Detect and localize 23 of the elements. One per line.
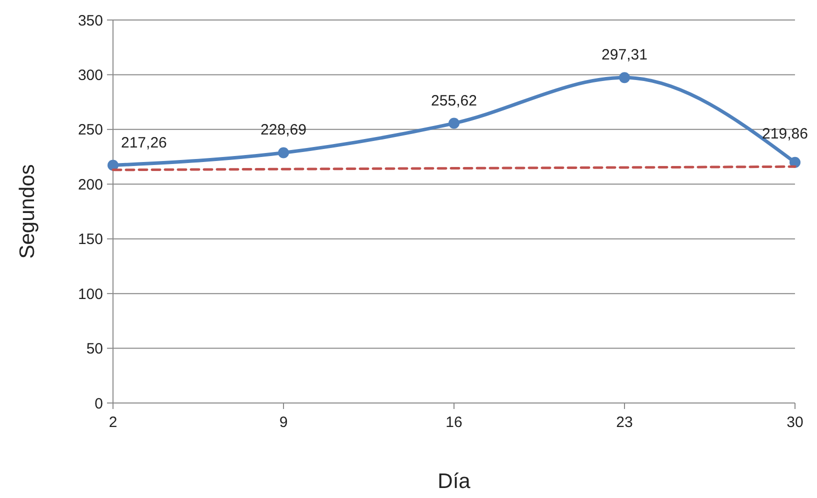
y-tick-label: 50 bbox=[86, 340, 103, 358]
y-axis-title: Segundos bbox=[16, 164, 39, 259]
x-axis-title: Día bbox=[438, 470, 471, 493]
x-tick-label: 30 bbox=[786, 414, 804, 431]
point bbox=[619, 72, 630, 84]
y-tick-label: 150 bbox=[78, 231, 103, 248]
data-label: 228,69 bbox=[260, 122, 306, 139]
y-tick-label: 250 bbox=[78, 122, 103, 139]
x-tick-label: 9 bbox=[279, 414, 288, 431]
y-tick-label: 350 bbox=[78, 12, 103, 30]
y-tick-label: 100 bbox=[78, 286, 103, 303]
data-label: 255,62 bbox=[431, 92, 477, 110]
data-label: 217,26 bbox=[121, 134, 167, 152]
data-label: 219,86 bbox=[762, 125, 808, 142]
y-tick-label: 0 bbox=[94, 395, 103, 412]
x-tick-label: 23 bbox=[616, 414, 633, 431]
data-label: 297,31 bbox=[602, 46, 648, 64]
y-tick-label: 200 bbox=[78, 176, 103, 194]
y-tick-label: 300 bbox=[78, 66, 103, 84]
point bbox=[448, 118, 460, 129]
x-tick-label: 16 bbox=[446, 414, 462, 431]
point bbox=[278, 147, 289, 158]
x-tick-label: 2 bbox=[108, 414, 118, 431]
